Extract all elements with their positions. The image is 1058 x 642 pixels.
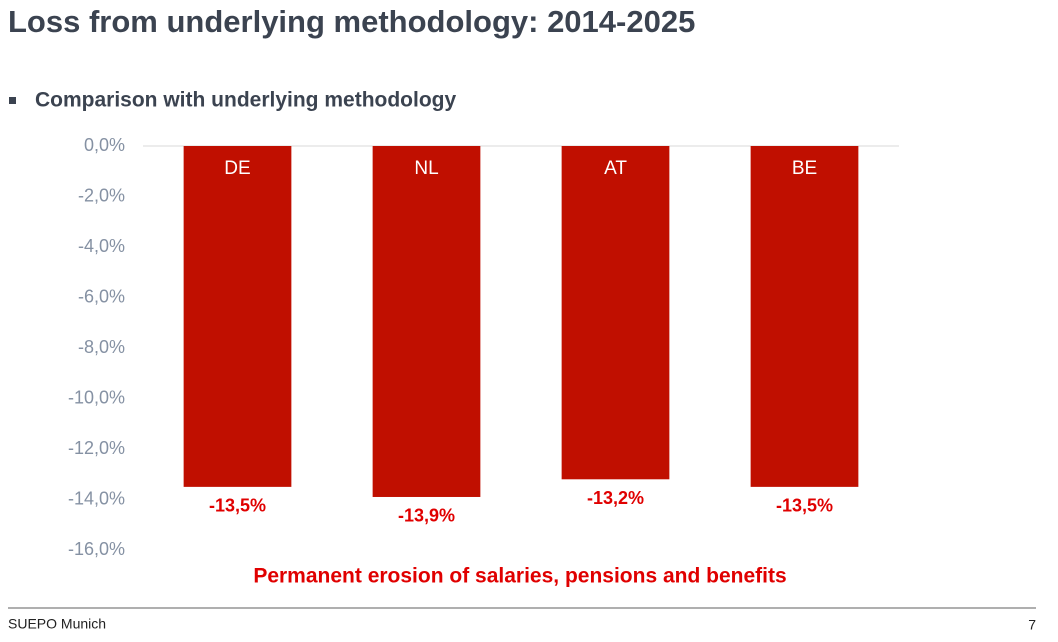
bullet [9,97,16,104]
subtitle: Comparison with underlying methodology [35,89,456,112]
y-tick-label: -8,0% [78,337,125,357]
y-tick-label: -14,0% [68,488,125,508]
bar [183,146,292,487]
category-label: DE [224,158,250,179]
y-tick-label: -4,0% [78,236,125,256]
footer-left: SUEPO Munich [8,616,106,632]
y-tick-label: 0,0% [84,135,125,155]
page-number: 7 [1028,617,1036,633]
category-label: AT [604,158,627,179]
bar [372,146,481,497]
y-tick-label: -16,0% [68,539,125,559]
slide-title: Loss from underlying methodology: 2014-2… [8,4,695,39]
value-label: -13,5% [209,496,266,516]
value-label: -13,5% [776,496,833,516]
category-label: BE [792,158,817,179]
annotation: Permanent erosion of salaries, pensions … [253,565,786,588]
bar [750,146,859,487]
y-tick-label: -12,0% [68,438,125,458]
y-tick-label: -6,0% [78,286,125,306]
y-tick-label: -10,0% [68,387,125,407]
category-label: NL [414,158,438,179]
value-label: -13,2% [587,488,644,508]
value-label: -13,9% [398,506,455,526]
bar [561,146,670,480]
y-tick-label: -2,0% [78,185,125,205]
